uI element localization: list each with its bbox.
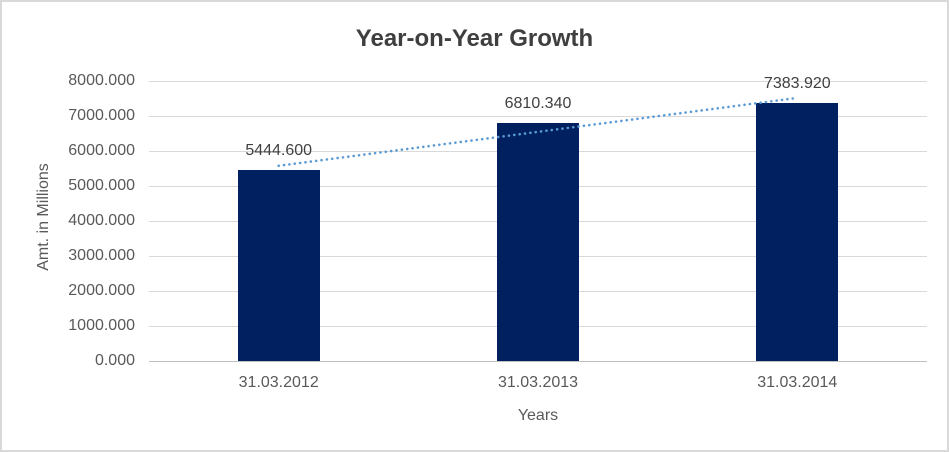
chart-title: Year-on-Year Growth: [355, 25, 594, 52]
y-tick-label: 2000.000: [68, 282, 135, 299]
gridline: [149, 81, 927, 82]
y-tick-label: 1000.000: [68, 317, 135, 334]
bar: [756, 102, 839, 361]
y-tick-label: 4000.000: [68, 212, 135, 229]
y-tick-label: 6000.000: [68, 142, 135, 159]
bar-value-label: 5444.600: [245, 142, 313, 160]
bar-value-label: 7383.920: [763, 74, 831, 92]
y-tick-label: 3000.000: [68, 247, 135, 264]
bar: [237, 170, 320, 361]
x-axis-line: [149, 361, 927, 362]
y-tick-label: 8000.000: [68, 72, 135, 89]
y-tick-label: 5000.000: [68, 177, 135, 194]
bar: [497, 122, 579, 361]
x-tick-label: 31.03.2013: [497, 374, 579, 391]
x-axis-title: Years: [517, 407, 559, 424]
y-tick-label: 7000.000: [68, 107, 135, 124]
y-tick-label: 0.000: [94, 352, 135, 369]
x-tick-label: 31.03.2014: [757, 374, 838, 391]
bar-value-label: 6810.340: [504, 94, 572, 112]
x-tick-label: 31.03.2012: [238, 374, 319, 391]
